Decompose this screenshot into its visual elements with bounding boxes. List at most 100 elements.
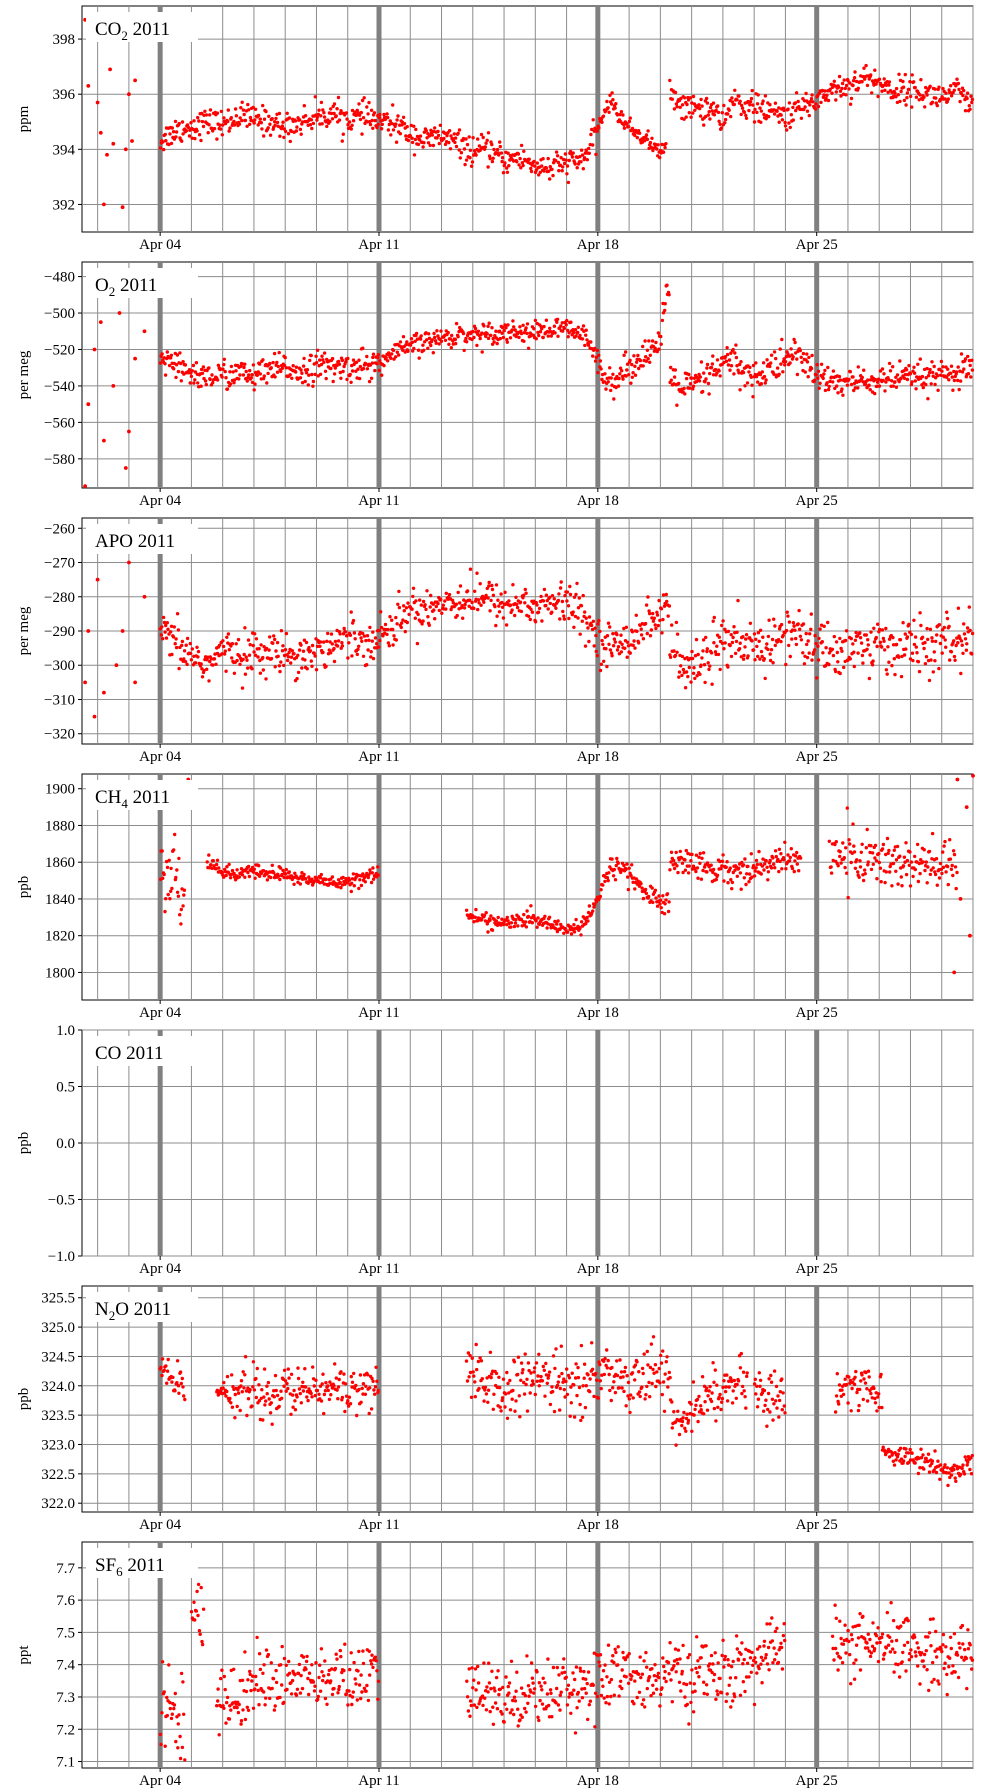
data-point (637, 1390, 642, 1394)
data-point (285, 1381, 289, 1386)
data-point (379, 610, 383, 614)
data-point (929, 868, 933, 872)
data-point (322, 111, 326, 115)
data-point (311, 379, 316, 384)
data-point (582, 1376, 586, 1380)
data-point (568, 584, 572, 589)
data-point (412, 153, 417, 157)
plot-area (81, 773, 974, 1001)
data-point (608, 625, 612, 629)
data-point (669, 365, 673, 370)
data-point (643, 887, 648, 892)
data-point (917, 98, 921, 102)
data-point (272, 351, 277, 356)
data-point (436, 133, 441, 138)
data-point (695, 674, 699, 678)
data-point (744, 882, 748, 887)
data-point (474, 153, 478, 157)
data-point (805, 655, 810, 660)
data-point (705, 649, 709, 654)
data-point (552, 324, 557, 328)
data-point (897, 72, 901, 77)
data-point (668, 868, 672, 872)
data-point (165, 1369, 170, 1373)
data-point (401, 115, 406, 120)
data-point (619, 110, 624, 114)
data-point (458, 584, 463, 588)
data-point (544, 593, 549, 597)
data-point (955, 636, 959, 640)
data-point (661, 150, 666, 154)
data-point (262, 1395, 266, 1399)
data-point (290, 649, 294, 653)
title-main: APO (95, 531, 133, 552)
data-point (621, 113, 625, 117)
data-point (95, 577, 100, 582)
data-point (627, 866, 631, 870)
data-point (643, 1397, 647, 1401)
data-point (739, 1351, 743, 1356)
data-point (664, 898, 668, 902)
data-point (761, 99, 765, 103)
data-point (783, 363, 787, 367)
data-point (941, 635, 945, 639)
data-point (376, 1388, 380, 1393)
data-point (285, 658, 290, 663)
data-point (303, 114, 308, 118)
data-point (910, 73, 914, 77)
data-point (956, 378, 960, 383)
data-point (843, 86, 847, 91)
data-point (643, 139, 647, 143)
data-point (970, 358, 974, 362)
data-point (177, 666, 181, 671)
data-point (887, 83, 891, 87)
data-point (189, 658, 194, 662)
data-point (647, 1380, 651, 1385)
data-point (265, 1384, 269, 1388)
data-point (229, 116, 233, 120)
data-point (525, 322, 530, 326)
data-point (798, 856, 803, 860)
data-point (934, 96, 938, 100)
data-point (772, 372, 776, 376)
data-point (316, 374, 320, 378)
data-point (265, 878, 270, 882)
data-point (162, 872, 166, 877)
data-point (268, 1411, 273, 1415)
data-point (557, 169, 561, 173)
data-point (798, 348, 802, 353)
data-point (559, 1344, 563, 1348)
data-point (791, 355, 795, 359)
data-point (639, 627, 643, 631)
data-point (486, 165, 490, 169)
data-point (684, 376, 689, 381)
data-point (887, 660, 891, 664)
data-point (937, 623, 942, 627)
data-point (545, 1381, 549, 1386)
data-point (310, 643, 315, 648)
data-point (665, 892, 670, 896)
data-point (644, 603, 649, 607)
data-point (941, 850, 945, 854)
data-point (315, 644, 320, 649)
data-point (895, 844, 900, 849)
data-point (755, 102, 760, 106)
data-point (458, 156, 462, 160)
data-point (559, 922, 563, 927)
data-point (160, 1357, 165, 1361)
x-tick-label: Apr 04 (139, 493, 182, 509)
data-point (868, 653, 872, 657)
data-point (758, 372, 763, 377)
data-point (471, 329, 475, 334)
data-point (599, 888, 603, 892)
data-point (937, 85, 941, 89)
data-point (831, 653, 836, 658)
data-point (580, 1415, 585, 1420)
data-point (401, 335, 406, 339)
data-point (373, 1392, 377, 1396)
data-point (321, 650, 325, 655)
data-point (232, 378, 237, 382)
data-point (865, 83, 870, 88)
data-point (920, 374, 925, 379)
data-point (740, 1391, 744, 1396)
